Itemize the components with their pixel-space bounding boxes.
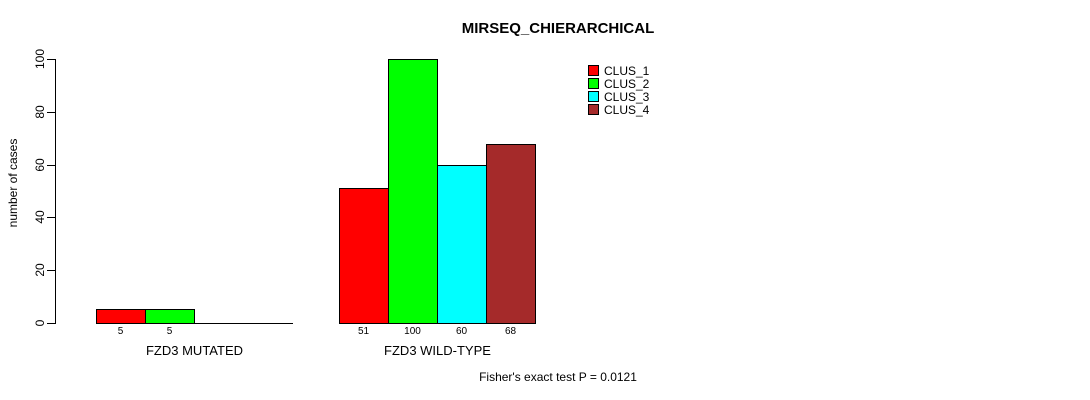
legend-item-clus_4: CLUS_4 xyxy=(588,102,650,117)
x-group-label: FZD3 MUTATED xyxy=(145,343,244,358)
y-axis-tick xyxy=(47,165,55,166)
bar-clus_3-group2 xyxy=(437,165,487,324)
y-axis-tick xyxy=(47,112,55,113)
y-axis-tick xyxy=(47,323,55,324)
y-axis-tick-label: 20 xyxy=(33,263,47,277)
bar-value-label: 5 xyxy=(166,326,173,337)
legend-color-swatch xyxy=(588,104,599,115)
legend-color-swatch xyxy=(588,78,599,89)
y-axis-tick xyxy=(47,59,55,60)
footnote-text: Fisher's exact test P = 0.0121 xyxy=(479,370,637,384)
bar-value-label: 5 xyxy=(117,326,124,337)
bar-clus_1-group1 xyxy=(96,309,146,324)
y-axis-title: number of cases xyxy=(6,138,20,228)
legend: CLUS_1 CLUS_2 CLUS_3 CLUS_4 xyxy=(588,63,650,117)
x-group-label: FZD3 WILD-TYPE xyxy=(384,343,491,358)
legend-label: CLUS_1 xyxy=(604,63,650,78)
bar-clus_2-group2 xyxy=(388,59,438,324)
legend-label: CLUS_3 xyxy=(604,89,650,104)
y-axis-tick-label: 0 xyxy=(33,319,47,327)
legend-label: CLUS_2 xyxy=(604,76,650,91)
y-axis-tick-label: 80 xyxy=(33,105,47,119)
y-axis-tick xyxy=(47,270,55,271)
legend-item-clus_3: CLUS_3 xyxy=(588,89,650,104)
legend-color-swatch xyxy=(588,91,599,102)
y-axis-tick-label: 100 xyxy=(33,48,47,70)
bar-value-label: 68 xyxy=(504,326,517,337)
bar-clus_2-group1 xyxy=(145,309,195,324)
y-axis-line xyxy=(55,59,56,324)
y-axis-tick-label: 60 xyxy=(33,158,47,172)
legend-label: CLUS_4 xyxy=(604,102,650,117)
legend-item-clus_1: CLUS_1 xyxy=(588,63,650,78)
legend-color-swatch xyxy=(588,65,599,76)
bar-value-label: 100 xyxy=(404,326,421,337)
bar-clus_1-group2 xyxy=(339,188,389,324)
bar-value-label: 60 xyxy=(455,326,468,337)
legend-item-clus_2: CLUS_2 xyxy=(588,76,650,91)
bar-value-label: 51 xyxy=(357,326,370,337)
y-axis-tick-label: 40 xyxy=(33,210,47,224)
chart-title: MIRSEQ_CHIERARCHICAL xyxy=(461,20,655,37)
y-axis-tick xyxy=(47,217,55,218)
bar-clus_4-group2 xyxy=(486,144,536,324)
